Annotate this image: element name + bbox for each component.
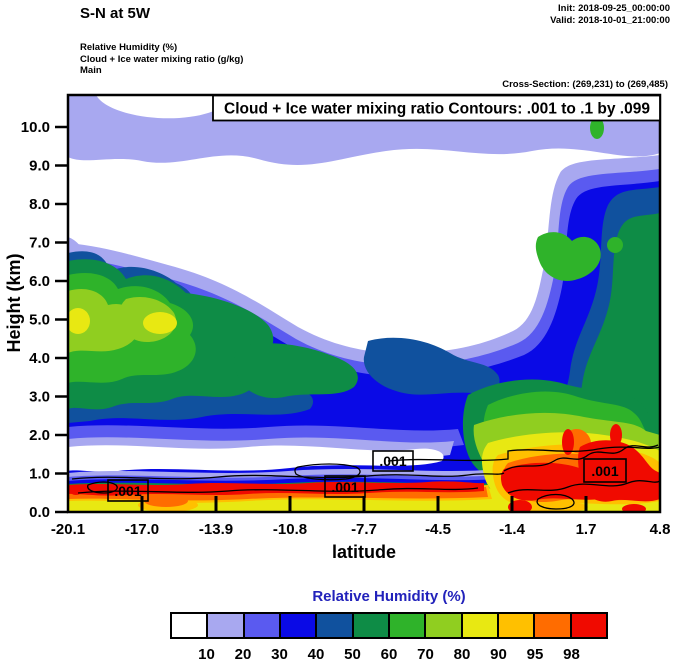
contour-label: .001 [331,479,358,495]
x-tick-label: 4.8 [650,521,671,538]
field-legend: Relative Humidity (%) Cloud + Ice water … [80,42,243,77]
x-tick-label: -13.9 [199,521,233,538]
colorbar-tick-label: 98 [563,646,580,663]
contour-title: Cloud + Ice water mixing ratio Contours:… [224,101,650,118]
colorbar-tick-label: 30 [271,646,288,663]
colorbar-swatch [424,614,461,637]
x-tick-label: -20.1 [51,521,85,538]
y-tick-label: 6.0 [29,273,50,290]
colorbar-swatch [387,614,425,637]
field-legend-line1: Relative Humidity (%) [80,42,178,53]
colorbar-title: Relative Humidity (%) [312,588,466,605]
colorbar-swatch [460,614,497,637]
colorbar-tick-label: 10 [198,646,215,663]
init-time: Init: 2018-09-25_00:00:00 [558,3,670,14]
colorbar-swatch [172,614,207,637]
colorbar-labels: 10 20 30 40 50 60 70 80 90 95 98 [0,646,674,666]
run-times: Init: 2018-09-25_00:00:00 Valid: 2018-10… [550,3,670,27]
contour-label: .001 [379,453,406,469]
colorbar-tick-label: 20 [234,646,252,663]
colorbar-tick-label: 80 [453,646,471,663]
y-tick-label: 9.0 [29,158,50,175]
colorbar [170,612,608,639]
colorbar-swatch [533,614,570,637]
colorbar-swatch [278,614,316,637]
x-axis-label: latitude [332,542,396,562]
colorbar-swatch [569,614,606,637]
cross-section-coords: Cross-Section: (269,231) to (269,485) [502,79,668,90]
x-tick-label: -17.0 [125,521,159,538]
colorbar-tick-label: 95 [526,646,544,663]
contour-title-box [212,94,661,122]
contour-label: .001 [114,483,141,499]
colorbar-tick-label: 60 [380,646,398,663]
x-tick-label: -4.5 [425,521,451,538]
colorbar-swatch [315,614,352,637]
colorbar-tick-label: 90 [490,646,507,663]
colorbar-tick-label: 50 [344,646,361,663]
x-tick-label: -7.7 [351,521,377,538]
y-tick-label: 4.0 [29,350,50,367]
y-tick-label: 5.0 [29,312,50,329]
rh-filled-field: .001 .001 .001 .001 [68,95,660,512]
contour-label: .001 [591,463,618,479]
y-tick-label: 0.0 [29,504,50,521]
y-tick-label: 7.0 [29,235,50,252]
x-tick-label: -1.4 [499,521,526,538]
colorbar-swatch [206,614,243,637]
y-tick-label: 1.0 [29,466,50,483]
field-legend-line2: Cloud + Ice water mixing ratio (g/kg) [80,53,244,65]
colorbar-tick-label: 40 [307,646,325,663]
cross-section-plot: .001 .001 .001 .001 Cloud + Ice water mi… [4,93,671,562]
y-tick-label: 3.0 [29,389,50,406]
x-tick-label: -10.8 [273,521,307,538]
colorbar-swatch [242,614,279,637]
colorbar-swatch [351,614,388,637]
colorbar-swatch [496,614,534,637]
y-tick-label: 2.0 [29,427,50,444]
y-axis-ticks: 0.0 1.0 2.0 3.0 4.0 5.0 6.0 7.0 8.0 9.0 10.0 [21,119,68,521]
x-tick-label: 1.7 [576,521,597,538]
contour-labels: .001 .001 .001 .001 [107,450,627,502]
cloud-ice-contours [71,444,660,510]
x-axis-ticks: -20.1 -17.0 -13.9 -10.8 -7.7 -4.5 -1.4 1.7 4.8 [51,496,671,538]
page-title: S-N at 5W [80,5,151,22]
y-tick-label: 8.0 [29,196,50,213]
colorbar-tick-label: 70 [417,646,434,663]
valid-time: Valid: 2018-10-01_21:00:00 [550,15,670,26]
y-tick-label: 10.0 [21,119,50,136]
y-axis-label: Height (km) [4,253,24,352]
field-legend-line3: Main [80,65,102,76]
